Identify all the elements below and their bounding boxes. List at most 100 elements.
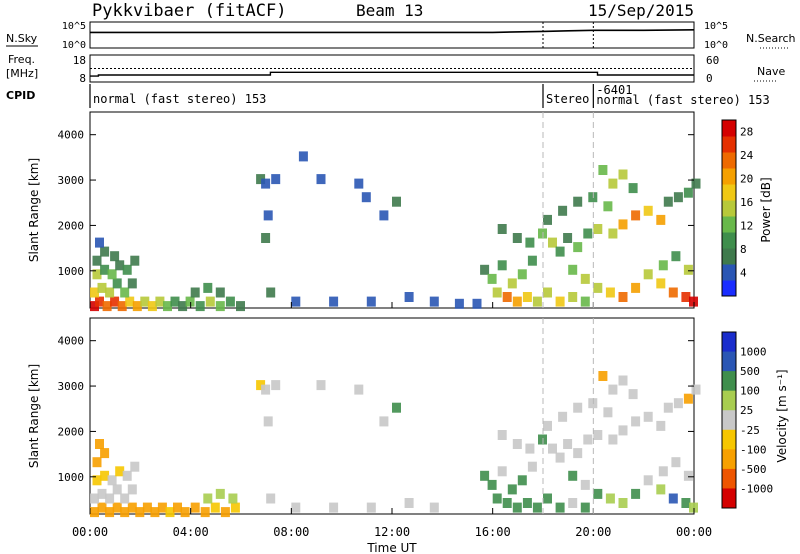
data-cell	[203, 282, 213, 293]
data-cell	[548, 237, 557, 248]
data-cell	[122, 264, 132, 275]
data-cell	[90, 287, 99, 298]
data-cell	[573, 196, 583, 207]
data-cell	[215, 287, 225, 298]
data-cell	[115, 466, 125, 477]
data-cell	[497, 224, 507, 234]
cpid-segments: normal (fast stereo) 153 Stereo-6401norma…	[89, 83, 770, 108]
data-cell	[379, 210, 389, 221]
data-cell	[583, 228, 593, 239]
colorbar-frame	[721, 119, 737, 297]
colorbar-tick-label: 25	[740, 404, 753, 417]
data-cell	[568, 264, 578, 275]
data-cell	[631, 488, 641, 499]
data-cell	[663, 402, 673, 413]
data-cell	[316, 174, 326, 185]
data-cell	[656, 278, 666, 289]
data-cell	[512, 233, 522, 243]
colorbar-tick-label: 500	[740, 365, 760, 378]
data-cell	[120, 507, 130, 518]
data-cell	[580, 296, 590, 307]
data-cell	[291, 502, 301, 513]
data-cell	[558, 411, 568, 422]
noise-panel-frame	[89, 21, 695, 49]
data-cell	[105, 493, 115, 504]
data-cell	[220, 507, 230, 518]
data-cell	[588, 398, 598, 409]
data-cell	[618, 219, 628, 230]
colorbar-swatch	[722, 248, 736, 265]
data-cell	[608, 228, 618, 239]
data-cell	[261, 178, 271, 189]
colorbar-swatch	[722, 390, 736, 411]
data-cell	[480, 264, 490, 275]
colorbar-tick-label: -100	[740, 443, 767, 456]
data-cell	[404, 292, 414, 302]
mode-change-markers	[542, 22, 594, 514]
data-cell	[605, 287, 615, 298]
colorbar-tick-label: 12	[740, 220, 753, 233]
time-x-axis-label: Time UT	[366, 541, 417, 554]
frequency-series-line	[90, 71, 694, 77]
data-cell	[170, 296, 180, 307]
data-cell	[190, 287, 200, 298]
colorbar-tick-label: 4	[740, 267, 747, 280]
data-cell	[598, 165, 608, 175]
data-cell	[608, 384, 618, 395]
data-cell	[656, 484, 666, 495]
data-cell	[316, 380, 326, 391]
data-cell	[361, 192, 371, 203]
data-cell	[225, 296, 235, 307]
data-cell	[683, 393, 693, 404]
data-cell	[618, 425, 628, 436]
velocity-y-axis: 1000 2000 3000 4000	[58, 335, 694, 484]
data-cell	[548, 443, 557, 454]
colorbar-swatch	[722, 152, 736, 169]
x-tick-label: 12:00	[374, 525, 410, 539]
data-cell	[568, 498, 578, 508]
data-cell	[127, 502, 137, 513]
data-cell	[656, 420, 666, 431]
data-cell	[130, 461, 140, 472]
data-cell	[643, 269, 653, 280]
freq-left-tick-bottom: 8	[79, 72, 86, 85]
data-cell	[691, 178, 701, 189]
data-cell	[92, 269, 102, 280]
data-cell	[492, 493, 502, 504]
y-tick-label: 2000	[58, 425, 85, 438]
data-cell	[142, 502, 152, 513]
data-cell	[298, 151, 308, 162]
colorbar-tick-label: -500	[740, 463, 767, 476]
data-cell	[689, 296, 698, 307]
colorbar-tick-label: -1000	[740, 482, 773, 495]
nave-right-tick-top: 60	[706, 54, 719, 67]
noise-right-tick-bottom: 10^0	[704, 40, 728, 51]
data-cell	[472, 298, 482, 309]
data-cell	[527, 255, 537, 266]
data-cell	[379, 416, 389, 427]
data-cell	[512, 439, 522, 449]
data-cell	[673, 398, 683, 409]
cpid-segment-label: normal (fast stereo) 153	[596, 93, 769, 107]
data-cell	[663, 196, 673, 207]
freq-label-line2: [MHz]	[6, 67, 38, 80]
data-cell	[618, 169, 628, 180]
data-cell	[180, 507, 190, 518]
y-tick-label: 1000	[58, 471, 85, 484]
data-cell	[100, 264, 110, 275]
data-cell	[558, 205, 568, 216]
colorbar-swatch	[722, 429, 736, 450]
data-cell	[200, 507, 210, 518]
data-cell	[90, 507, 99, 518]
data-cell	[643, 475, 653, 486]
colorbar-swatch	[722, 264, 736, 281]
velocity-colorbar: 1000 500 100 25 -25 -100 -500 -1000	[721, 331, 773, 509]
colorbar-tick-label: 28	[740, 126, 753, 139]
data-cell	[608, 178, 618, 189]
data-cell	[517, 269, 527, 280]
data-cell	[354, 178, 364, 189]
colorbar-frame	[721, 331, 737, 509]
data-cell	[112, 278, 122, 289]
data-cell	[487, 479, 497, 490]
